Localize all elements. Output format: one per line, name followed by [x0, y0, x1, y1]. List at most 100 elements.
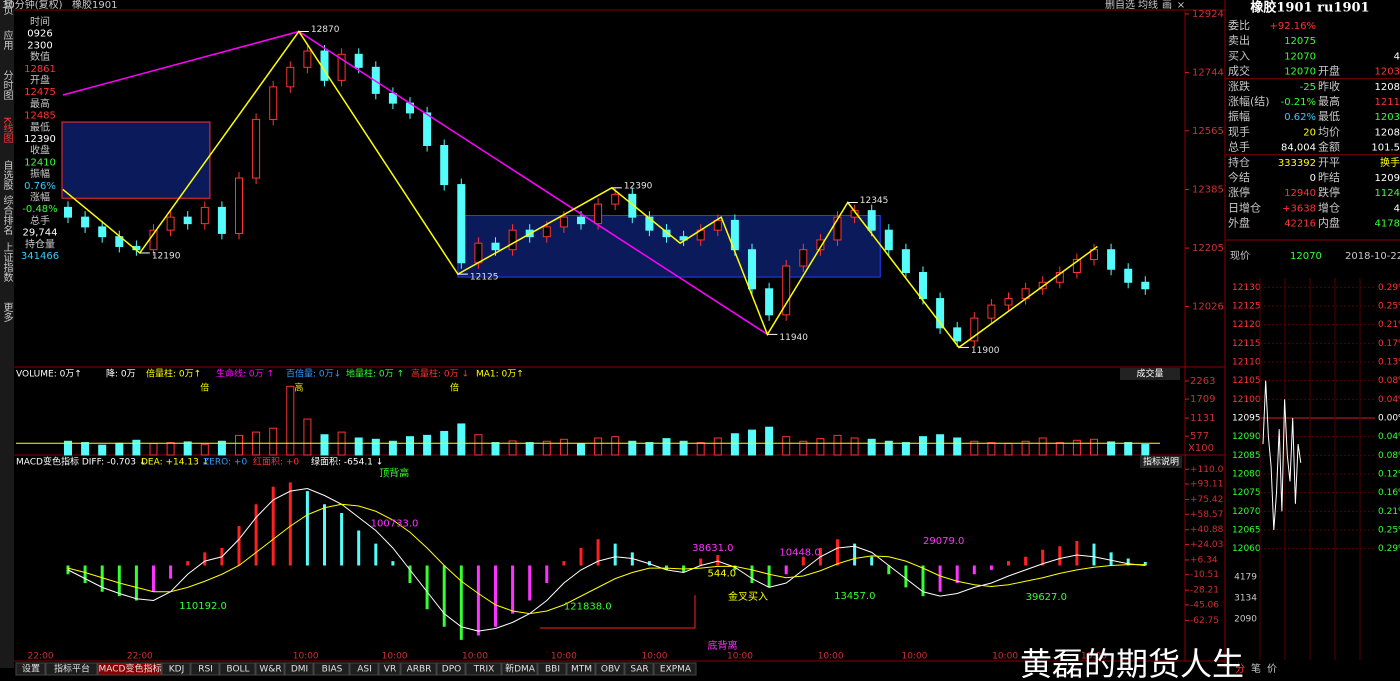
volume-bar	[1141, 444, 1150, 456]
bottom-tab-bg[interactable]	[45, 662, 98, 676]
bottom-tab[interactable]: BOLL	[226, 665, 249, 675]
sidebar-tab[interactable]: 更多	[1, 302, 13, 323]
volume-bar	[286, 385, 295, 456]
candle	[936, 298, 945, 329]
macd-bar	[1092, 543, 1096, 566]
volume-bar	[730, 433, 739, 456]
candle	[662, 229, 671, 238]
bottom-tab-bg[interactable]	[653, 662, 697, 676]
sidebar-tab[interactable]: 综合排名	[1, 194, 13, 236]
sidebar-tab[interactable]: 分时图	[1, 70, 13, 101]
sidebar-tab[interactable]: K线图	[1, 117, 13, 144]
sidebar-tab[interactable]: 首页	[1, 0, 13, 16]
volume-button[interactable]: 成交量	[1136, 368, 1163, 380]
bottom-tab-bg[interactable]	[501, 662, 538, 676]
macd-button-bg[interactable]	[1140, 456, 1182, 468]
minute-price: 12100	[1232, 395, 1261, 405]
bottom-tab[interactable]: DPO	[442, 665, 461, 675]
period: 30分钟(复权)	[2, 0, 63, 11]
bottom-tab-bg[interactable]	[465, 662, 502, 676]
macd-button[interactable]: 指标说明	[1143, 456, 1179, 468]
top-button[interactable]: 均线	[1138, 0, 1158, 11]
bottom-tab[interactable]: VR	[384, 665, 396, 675]
bottom-tab[interactable]: 设置	[22, 664, 40, 675]
bottom-tab[interactable]: KDJ	[169, 665, 185, 675]
bottom-tab-bg[interactable]	[436, 662, 466, 676]
bottom-tab[interactable]: RSI	[198, 665, 213, 675]
volume-button-bg[interactable]	[1120, 368, 1180, 380]
minute-pct: 0.21%	[1378, 320, 1400, 330]
bottom-tab-bg[interactable]	[161, 662, 191, 676]
rp-value: 12075	[1284, 36, 1316, 47]
volume-header: VOLUME: 0万↑	[16, 370, 82, 380]
bottom-tab[interactable]: W&R	[259, 665, 281, 675]
bottom-tab-bg[interactable]	[624, 662, 654, 676]
bottom-tab-bg[interactable]	[219, 662, 256, 676]
bottom-tab[interactable]: TRIX	[473, 665, 495, 675]
rp-value: 101.5	[1371, 143, 1400, 154]
sidebar-tab[interactable]: 上证指数	[1, 242, 13, 283]
macd-bar	[237, 526, 241, 566]
bottom-tab-bg[interactable]	[566, 662, 596, 676]
bottom-tab-bg[interactable]	[378, 662, 401, 676]
bottom-tab-bg[interactable]	[284, 662, 314, 676]
macd-bar	[784, 565, 788, 575]
candle	[816, 239, 825, 251]
bottom-tab-bg[interactable]	[537, 662, 567, 676]
minute-price: 12060	[1232, 544, 1261, 554]
bottom-tab[interactable]: MACD变色指标	[99, 663, 162, 675]
volume-bar	[559, 438, 568, 456]
top-button[interactable]: 画	[1162, 0, 1172, 11]
macd-bar	[100, 565, 104, 592]
top-button[interactable]: ×	[1177, 0, 1185, 11]
bottom-tab[interactable]: EXPMA	[660, 665, 692, 675]
candle	[987, 304, 996, 319]
bottom-tab[interactable]: 新DMA	[505, 663, 536, 675]
rp-label: 昨收	[1318, 79, 1340, 93]
rp-tab[interactable]: 笔	[1251, 662, 1261, 675]
candle	[337, 53, 346, 81]
macd-diff	[67, 487, 1146, 632]
top-button[interactable]: 删自选	[1105, 0, 1135, 11]
info-item: 涨幅	[30, 191, 50, 204]
symbol: 橡胶1901	[72, 0, 117, 11]
bottom-tab[interactable]: 指标平台	[54, 663, 90, 675]
pivot-label: 12870	[311, 25, 340, 35]
volume-bar	[833, 434, 842, 456]
bottom-tab-bg[interactable]	[313, 662, 350, 676]
candle	[919, 272, 927, 300]
volume-header: 百倍量: 0万↓	[286, 368, 341, 380]
candle	[388, 92, 397, 104]
bottom-tab[interactable]: BIAS	[322, 665, 343, 675]
rp-tab[interactable]: 分	[1235, 663, 1245, 675]
bottom-tab[interactable]: SAR	[630, 665, 648, 675]
bottom-tab-bg[interactable]	[15, 662, 46, 676]
candle	[252, 118, 261, 179]
info-item: 29,744	[23, 228, 58, 239]
bottom-tab-bg[interactable]	[349, 662, 379, 676]
bottom-tab-bg[interactable]	[595, 662, 625, 676]
info-item: 时间	[30, 15, 50, 28]
bottom-tab-bg[interactable]	[97, 662, 162, 676]
rp-tab[interactable]: 价	[1267, 663, 1277, 675]
sidebar-tab[interactable]: 自选股	[1, 159, 13, 191]
bottom-tab-bg[interactable]	[400, 662, 437, 676]
bottom-tab[interactable]: ASI	[357, 665, 372, 675]
volume-bar	[98, 444, 107, 456]
rp-label: 增仓	[1318, 200, 1340, 214]
bottom-tab[interactable]: OBV	[601, 665, 621, 675]
volume-bar	[748, 429, 756, 456]
rp-value: 20	[1303, 127, 1316, 138]
sidebar-tab[interactable]: 应用	[1, 29, 13, 51]
bottom-tab[interactable]: ARBR	[407, 665, 432, 675]
macd-header: 红面积: +0	[253, 456, 299, 468]
candle	[1072, 258, 1081, 274]
bottom-tab[interactable]: BBI	[545, 665, 560, 675]
minute-line	[1262, 380, 1302, 531]
bottom-tab-bg[interactable]	[255, 662, 285, 676]
bottom-tab[interactable]: DMI	[291, 665, 308, 675]
rp-label: 最高	[1318, 94, 1340, 108]
macd-bar	[1126, 558, 1130, 566]
bottom-tab-bg[interactable]	[190, 662, 220, 676]
bottom-tab[interactable]: MTM	[571, 665, 592, 675]
